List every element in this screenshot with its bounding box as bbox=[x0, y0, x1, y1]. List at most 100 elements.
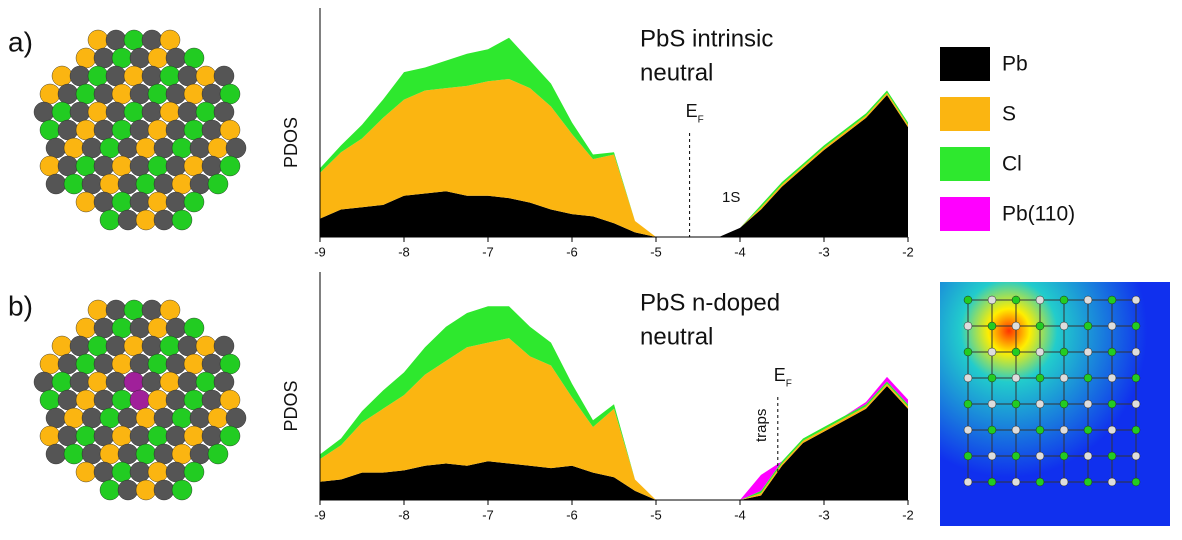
atom bbox=[39, 389, 61, 411]
atom bbox=[129, 389, 151, 411]
x-tick-label: -6 bbox=[566, 507, 578, 522]
atom bbox=[45, 443, 67, 465]
x-tick-label: -8 bbox=[398, 507, 410, 522]
atom bbox=[213, 101, 235, 123]
atom bbox=[87, 101, 109, 123]
atom bbox=[195, 101, 217, 123]
pdos-area bbox=[320, 386, 908, 500]
x-tick-label: -8 bbox=[398, 244, 410, 259]
atom bbox=[207, 137, 229, 159]
legend-swatch bbox=[940, 97, 990, 131]
atom bbox=[1059, 373, 1069, 383]
atom bbox=[189, 137, 211, 159]
atom bbox=[75, 191, 97, 213]
atom bbox=[159, 371, 181, 393]
atom bbox=[189, 173, 211, 195]
x-tick-label: -9 bbox=[314, 244, 326, 259]
x-tick-label: -9 bbox=[314, 507, 326, 522]
atom bbox=[81, 173, 103, 195]
x-tick-label: -6 bbox=[566, 244, 578, 259]
atom bbox=[171, 209, 193, 231]
atom bbox=[177, 65, 199, 87]
atom bbox=[153, 209, 175, 231]
atom bbox=[39, 425, 61, 447]
atom bbox=[51, 65, 73, 87]
atom bbox=[963, 399, 973, 409]
atom bbox=[123, 101, 145, 123]
atom bbox=[1011, 373, 1021, 383]
atom bbox=[57, 389, 79, 411]
atom bbox=[171, 443, 193, 465]
atom bbox=[123, 65, 145, 87]
atom bbox=[1011, 321, 1021, 331]
atom bbox=[987, 295, 997, 305]
atom bbox=[987, 425, 997, 435]
atom bbox=[141, 335, 163, 357]
atom bbox=[219, 119, 241, 141]
atom bbox=[1107, 425, 1117, 435]
atom bbox=[87, 371, 109, 393]
atom bbox=[99, 209, 121, 231]
atom bbox=[1011, 477, 1021, 487]
atom bbox=[147, 389, 169, 411]
atom bbox=[1083, 425, 1093, 435]
atom bbox=[183, 83, 205, 105]
atom bbox=[987, 451, 997, 461]
atom bbox=[159, 101, 181, 123]
atom bbox=[1011, 425, 1021, 435]
atom bbox=[111, 47, 133, 69]
atom bbox=[1059, 295, 1069, 305]
atom bbox=[45, 173, 67, 195]
x-tick-label: -7 bbox=[482, 244, 494, 259]
atom bbox=[1131, 347, 1141, 357]
atom bbox=[177, 371, 199, 393]
fermi-label: E bbox=[686, 101, 698, 121]
atom bbox=[147, 155, 169, 177]
atom bbox=[165, 425, 187, 447]
atom bbox=[195, 371, 217, 393]
atom bbox=[195, 65, 217, 87]
atom bbox=[123, 371, 145, 393]
atom bbox=[171, 407, 193, 429]
chart-title: PbS n-doped bbox=[640, 289, 780, 316]
atom bbox=[123, 335, 145, 357]
panel-label: a) bbox=[8, 26, 33, 57]
chart-title: PbS intrinsic bbox=[640, 25, 773, 52]
atom bbox=[963, 477, 973, 487]
atom bbox=[165, 119, 187, 141]
atom bbox=[1131, 477, 1141, 487]
y-axis-label: PDOS bbox=[281, 380, 301, 431]
atom bbox=[129, 119, 151, 141]
atom bbox=[1107, 373, 1117, 383]
atom bbox=[1083, 477, 1093, 487]
atom bbox=[201, 155, 223, 177]
atom bbox=[105, 299, 127, 321]
atom bbox=[81, 407, 103, 429]
atom bbox=[87, 335, 109, 357]
atom bbox=[105, 65, 127, 87]
atom bbox=[213, 65, 235, 87]
atom bbox=[129, 191, 151, 213]
atom bbox=[225, 137, 247, 159]
decorations bbox=[33, 29, 1141, 501]
atom bbox=[33, 371, 55, 393]
atom bbox=[183, 317, 205, 339]
atom bbox=[171, 173, 193, 195]
x-tick-label: -2 bbox=[902, 507, 914, 522]
atom bbox=[1059, 425, 1069, 435]
atom bbox=[111, 353, 133, 375]
atom bbox=[147, 83, 169, 105]
atom bbox=[141, 65, 163, 87]
atom bbox=[117, 173, 139, 195]
atom bbox=[1059, 477, 1069, 487]
atom bbox=[183, 119, 205, 141]
atom bbox=[1035, 321, 1045, 331]
atom bbox=[69, 371, 91, 393]
atom bbox=[81, 443, 103, 465]
atom bbox=[177, 101, 199, 123]
atom bbox=[111, 425, 133, 447]
atom bbox=[189, 443, 211, 465]
x-tick-label: -3 bbox=[818, 244, 830, 259]
atom bbox=[153, 407, 175, 429]
x-tick-label: -4 bbox=[734, 244, 746, 259]
